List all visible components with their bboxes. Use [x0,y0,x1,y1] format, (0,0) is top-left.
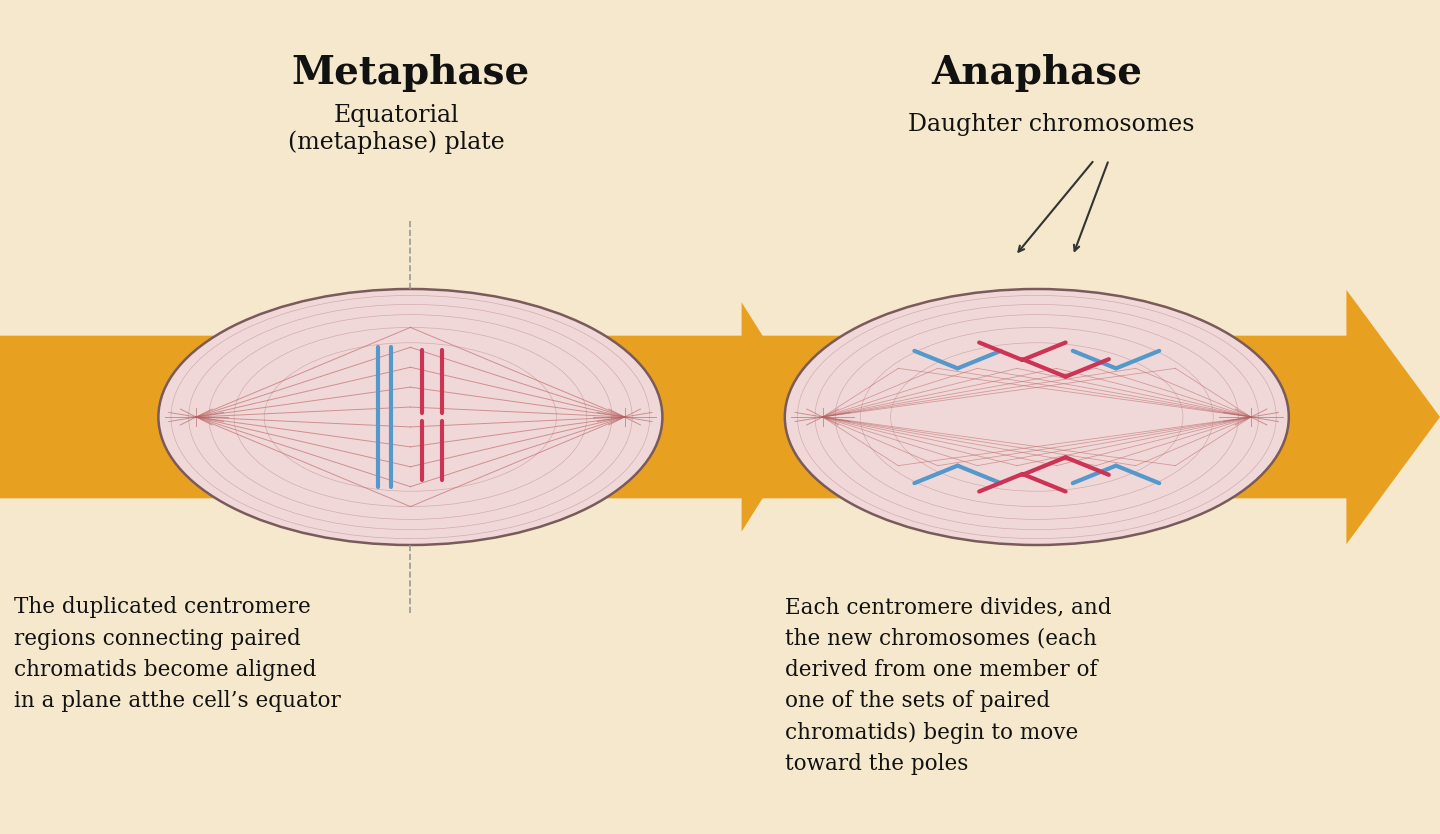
Text: Equatorial
(metaphase) plate: Equatorial (metaphase) plate [288,104,504,154]
Text: Anaphase: Anaphase [932,54,1142,93]
Polygon shape [619,302,814,532]
Polygon shape [0,289,1440,545]
Ellipse shape [158,289,662,545]
Ellipse shape [785,289,1289,545]
Text: Each centromere divides, and
the new chromosomes (each
derived from one member o: Each centromere divides, and the new chr… [785,596,1112,776]
Text: The duplicated centromere
regions connecting paired
chromatids become aligned
in: The duplicated centromere regions connec… [14,596,341,712]
Text: Metaphase: Metaphase [291,54,530,93]
Text: Daughter chromosomes: Daughter chromosomes [909,113,1194,136]
